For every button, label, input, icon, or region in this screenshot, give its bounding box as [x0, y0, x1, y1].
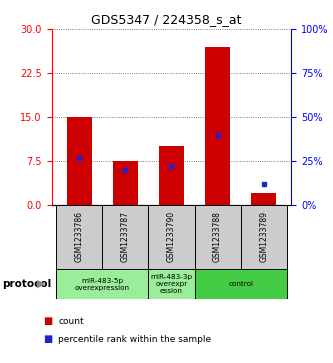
Text: ■: ■	[43, 334, 53, 344]
Bar	[56, 205, 102, 269]
Text: ■: ■	[43, 316, 53, 326]
Text: miR-483-3p
overexpr
ession: miR-483-3p overexpr ession	[151, 274, 192, 294]
Text: miR-483-5p
overexpression: miR-483-5p overexpression	[75, 278, 130, 290]
Text: control: control	[228, 281, 253, 287]
Text: GSM1233790: GSM1233790	[167, 211, 176, 262]
Text: percentile rank within the sample: percentile rank within the sample	[58, 335, 211, 344]
Text: GSM1233786: GSM1233786	[75, 211, 84, 262]
Bar	[241, 205, 287, 269]
Text: GSM1233789: GSM1233789	[259, 211, 268, 262]
Bar	[194, 269, 287, 299]
Bar	[149, 269, 194, 299]
Text: ▶: ▶	[37, 279, 46, 289]
Bar	[159, 146, 184, 205]
Bar	[251, 193, 276, 205]
Bar	[194, 205, 241, 269]
Bar	[113, 161, 138, 205]
Text: GSM1233788: GSM1233788	[213, 211, 222, 262]
Text: count: count	[58, 317, 84, 326]
Text: GDS5347 / 224358_s_at: GDS5347 / 224358_s_at	[91, 13, 242, 26]
Bar	[205, 47, 230, 205]
Bar	[67, 117, 92, 205]
Text: protocol: protocol	[2, 279, 51, 289]
Bar	[149, 205, 194, 269]
Bar	[56, 269, 149, 299]
Bar	[102, 205, 149, 269]
Text: GSM1233787: GSM1233787	[121, 211, 130, 262]
